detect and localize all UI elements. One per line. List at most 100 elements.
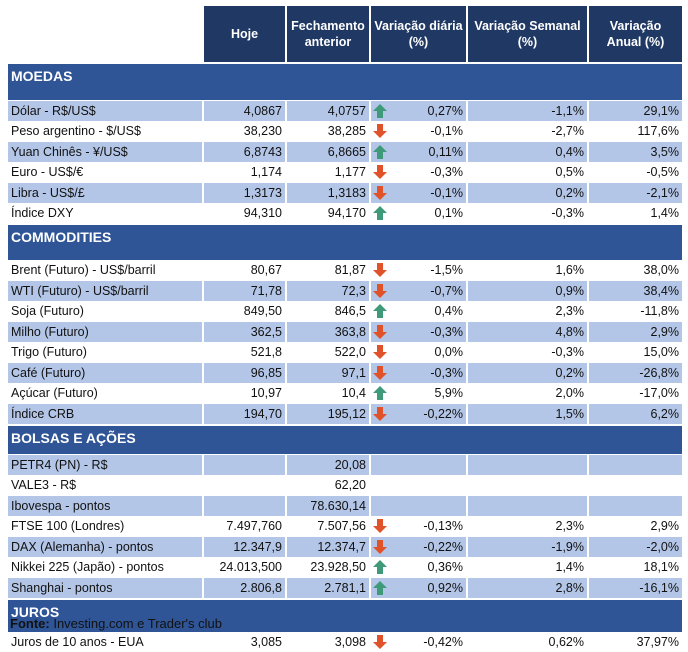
cell-fech-text: 363,8 — [334, 325, 366, 339]
header-fechamento: Fechamento anterior — [285, 6, 370, 63]
section-header: COMMODITIES — [8, 223, 682, 260]
cell-dia-text: -0,22% — [423, 407, 463, 421]
cell-name: Índice DXY — [8, 203, 203, 224]
cell-sem: 1,4% — [466, 557, 588, 578]
cell-hoje-text: 3,085 — [250, 635, 282, 649]
cell-sem: 0,2% — [466, 362, 588, 383]
cell-dia: -0,3% — [369, 162, 467, 183]
cell-dia — [369, 475, 467, 496]
cell-dia-text: -0,22% — [423, 540, 463, 554]
cell-sem: 0,5% — [466, 162, 588, 183]
cell-sem-text: -2,7% — [551, 124, 584, 138]
cell-name-text: Dólar - R$/US$ — [11, 104, 96, 118]
cell-hoje: 12.347,9 — [202, 536, 286, 557]
cell-ano-text: 38,0% — [643, 263, 679, 277]
cell-fech-text: 846,5 — [334, 304, 366, 318]
cell-fech-text: 20,08 — [334, 458, 366, 472]
cell-name-text: Açúcar (Futuro) — [11, 386, 98, 400]
cell-name: Shanghai - pontos — [8, 577, 203, 599]
cell-ano-text: -17,0% — [639, 386, 679, 400]
cell-ano-text: 29,1% — [643, 104, 679, 118]
cell-sem-text: -0,3% — [551, 345, 584, 359]
cell-name: Ibovespa - pontos — [8, 495, 203, 516]
cell-sem — [466, 475, 588, 496]
cell-sem-text: 1,6% — [555, 263, 585, 277]
cell-sem-text: 0,2% — [555, 366, 585, 380]
cell-sem-text: 2,8% — [555, 581, 585, 595]
cell-name-text: FTSE 100 (Londres) — [11, 519, 125, 533]
table-row: Índice CRB 194,70 195,12 -0,22% 1,5% 6,2% — [8, 403, 682, 425]
cell-dia: 0,4% — [369, 301, 467, 322]
arrow-down-icon — [373, 186, 387, 200]
cell-dia: -0,22% — [369, 403, 467, 425]
cell-fech: 78.630,14 — [285, 495, 370, 516]
cell-fech-text: 4,0757 — [327, 104, 366, 118]
cell-name: Libra - US$/£ — [8, 182, 203, 203]
cell-sem: 0,9% — [466, 280, 588, 301]
arrow-down-icon — [373, 366, 387, 380]
cell-dia-text: 0,27% — [427, 104, 463, 118]
cell-name: Açúcar (Futuro) — [8, 383, 203, 404]
arrow-down-icon — [373, 519, 387, 533]
arrow-down-icon — [373, 124, 387, 138]
cell-ano: 1,4% — [587, 203, 682, 224]
arrow-down-icon — [373, 325, 387, 339]
cell-fech: 2.781,1 — [285, 577, 370, 599]
cell-dia: -0,13% — [369, 516, 467, 537]
cell-fech: 6,8665 — [285, 141, 370, 162]
cell-fech: 62,20 — [285, 475, 370, 496]
cell-ano: -11,8% — [587, 301, 682, 322]
cell-fech-text: 72,3 — [341, 284, 366, 298]
cell-hoje: 6,8743 — [202, 141, 286, 162]
cell-sem — [466, 454, 588, 475]
cell-fech: 97,1 — [285, 362, 370, 383]
cell-sem: 2,3% — [466, 516, 588, 537]
cell-fech-text: 522,0 — [334, 345, 366, 359]
cell-ano-text: 15,0% — [643, 345, 679, 359]
cell-hoje: 94,310 — [202, 203, 286, 224]
cell-ano: 117,6% — [587, 121, 682, 142]
cell-name-text: Café (Futuro) — [11, 366, 86, 380]
cell-hoje-text: 24.013,500 — [219, 560, 282, 574]
cell-name: Café (Futuro) — [8, 362, 203, 383]
cell-sem: 0,62% — [466, 632, 588, 652]
cell-fech-text: 12.374,7 — [317, 540, 366, 554]
cell-sem: 0,2% — [466, 182, 588, 203]
cell-hoje — [202, 475, 286, 496]
table-row: Ibovespa - pontos 78.630,14 — [8, 495, 682, 516]
cell-fech: 363,8 — [285, 321, 370, 342]
cell-ano-text: 6,2% — [650, 407, 680, 421]
cell-dia: -0,42% — [369, 632, 467, 652]
cell-dia: -1,5% — [369, 260, 467, 281]
arrow-up-icon — [373, 206, 387, 220]
cell-fech: 1,177 — [285, 162, 370, 183]
cell-name: FTSE 100 (Londres) — [8, 516, 203, 537]
cell-fech: 1,3183 — [285, 182, 370, 203]
cell-hoje: 80,67 — [202, 260, 286, 281]
cell-sem-text: -0,3% — [551, 206, 584, 220]
cell-name-text: Juros de 10 anos - EUA — [11, 635, 144, 649]
cell-hoje: 2.806,8 — [202, 577, 286, 599]
cell-fech: 4,0757 — [285, 100, 370, 121]
cell-hoje-text: 194,70 — [243, 407, 282, 421]
cell-ano-text: 2,9% — [650, 519, 680, 533]
cell-ano — [587, 454, 682, 475]
cell-name-text: Yuan Chinês - ¥/US$ — [11, 145, 128, 159]
cell-hoje: 3,085 — [202, 632, 286, 652]
cell-name-text: Soja (Futuro) — [11, 304, 84, 318]
cell-ano: -2,0% — [587, 536, 682, 557]
cell-dia: 0,27% — [369, 100, 467, 121]
cell-hoje-text: 12.347,9 — [233, 540, 282, 554]
cell-hoje-text: 7.497,760 — [226, 519, 282, 533]
cell-fech-text: 38,285 — [327, 124, 366, 138]
cell-ano — [587, 495, 682, 516]
arrow-down-icon — [373, 635, 387, 649]
cell-fech-text: 62,20 — [334, 478, 366, 492]
cell-hoje-text: 80,67 — [250, 263, 282, 277]
cell-fech-text: 195,12 — [327, 407, 366, 421]
cell-fech: 81,87 — [285, 260, 370, 281]
cell-ano-text: 38,4% — [643, 284, 679, 298]
cell-fech: 94,170 — [285, 203, 370, 224]
section-title: MOEDAS — [8, 62, 682, 101]
cell-ano-text: 18,1% — [643, 560, 679, 574]
